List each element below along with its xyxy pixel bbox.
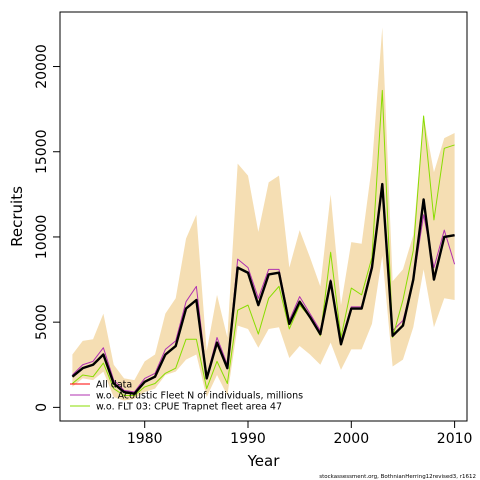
footnote: stockassessment.org, BothnianHerring12re… (319, 474, 476, 480)
y-tick-label: 15000 (34, 129, 50, 174)
x-axis: 1980 1990 2000 2010 (127, 421, 473, 447)
y-tick-label: 10000 (34, 215, 50, 260)
series-line-estimate (71, 182, 455, 395)
series-lines-layer (71, 89, 456, 396)
y-tick-label: 0 (34, 403, 50, 412)
y-tick-label: 20000 (34, 44, 50, 89)
y-axis-title: Recruits (8, 186, 26, 247)
x-tick-label: 2000 (333, 431, 369, 447)
confidence-band-layer (72, 27, 455, 401)
y-axis: 0 5000 10000 15000 20000 (34, 44, 60, 412)
x-axis-title: Year (247, 452, 281, 470)
plot-frame (59, 11, 468, 422)
y-tick-label: 5000 (34, 304, 50, 340)
confidence-band (72, 27, 455, 401)
legend-label: w.o. FLT 03: CPUE Trapnet fleet area 47 (96, 402, 282, 413)
x-tick-label: 1990 (230, 431, 266, 447)
legend-label: w.o. Acoustic Fleet N of individuals, mi… (96, 391, 303, 402)
x-tick-label: 1980 (127, 431, 163, 447)
legend-label: All data (96, 380, 132, 391)
x-tick-label: 2010 (437, 431, 473, 447)
